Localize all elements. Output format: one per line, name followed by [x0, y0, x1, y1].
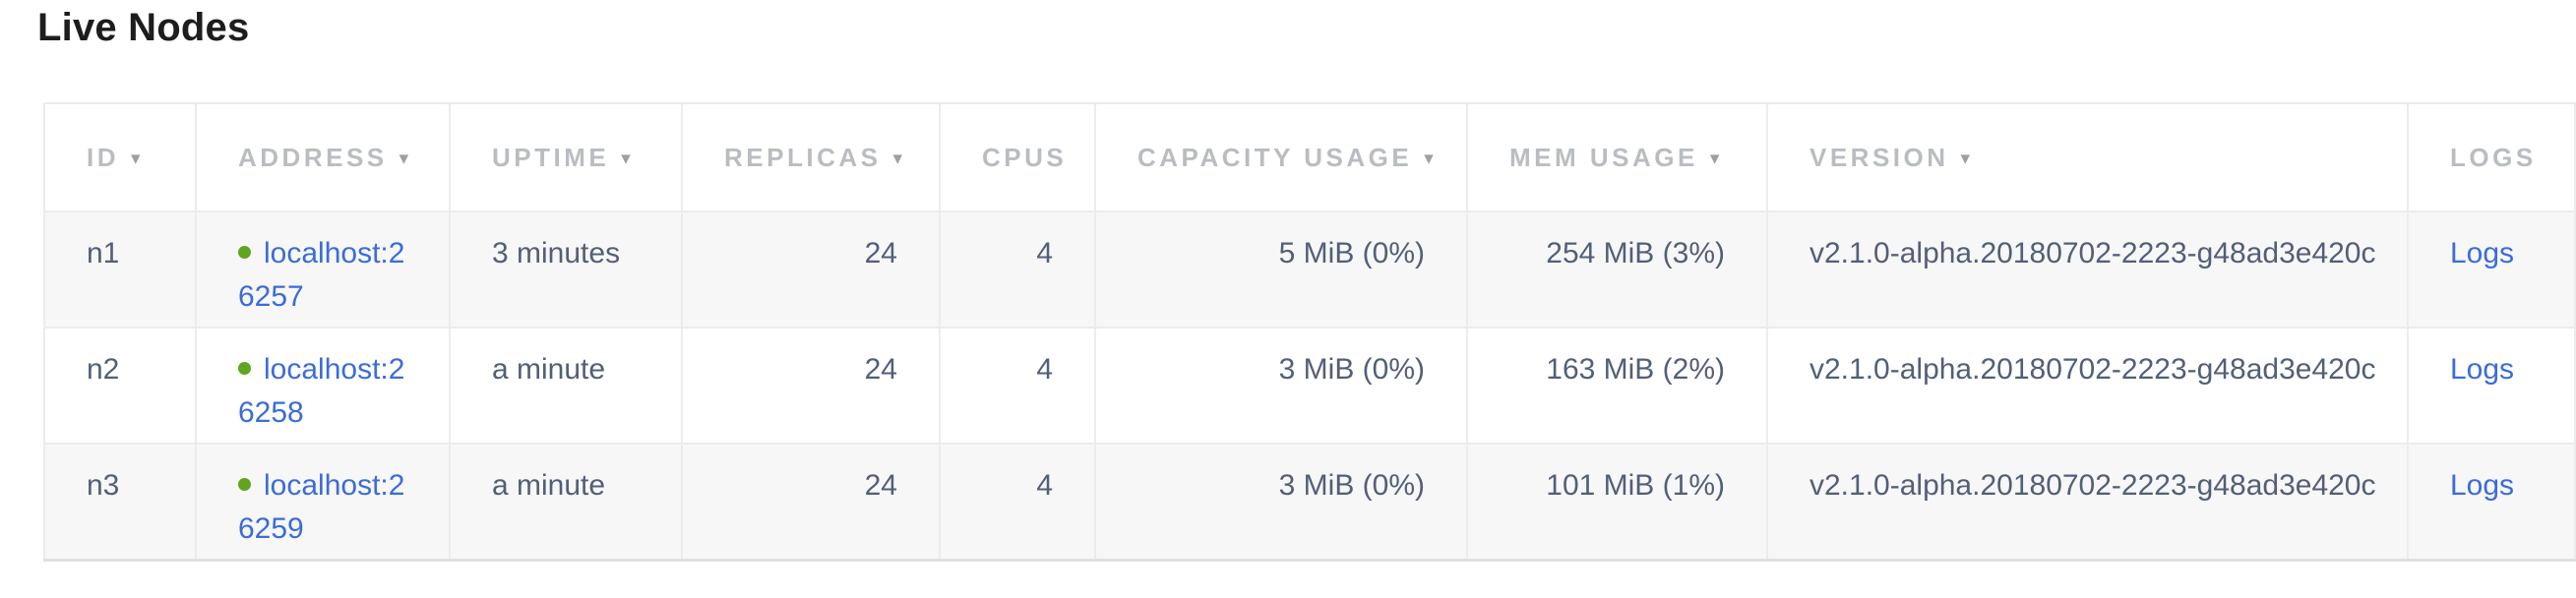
table-row: n1 localhost:26257 3 minutes 24 4 5 MiB (0%) 2… — [43, 210, 2576, 329]
cell-logs: Logs — [2407, 327, 2576, 445]
cell-version: v2.1.0-alpha.20180702-2223-g48ad3e420c — [1766, 327, 2409, 445]
sort-arrow-icon: ▾ — [892, 148, 903, 169]
column-header-label: VERSION — [1809, 142, 1949, 172]
cell-mem-usage: 163 MiB (2%) — [1466, 327, 1768, 445]
column-header-label: LOGS — [2450, 142, 2537, 172]
cell-logs: Logs — [2407, 443, 2576, 562]
table-row: n3 localhost:26259 a minute 24 4 3 MiB (0%) 10… — [43, 443, 2576, 562]
cell-cpus: 4 — [939, 210, 1096, 329]
cell-cpus: 4 — [939, 327, 1096, 445]
column-header-capacity-usage[interactable]: CAPACITY USAGE ▾ — [1094, 102, 1468, 212]
column-header-id[interactable]: ID ▾ — [43, 102, 197, 212]
cell-uptime: a minute — [449, 443, 683, 562]
column-header-mem-usage[interactable]: MEM USAGE ▾ — [1466, 102, 1768, 212]
page-title: Live Nodes — [37, 6, 250, 49]
column-header-label: ADDRESS — [238, 142, 388, 172]
cell-capacity-usage: 3 MiB (0%) — [1094, 327, 1468, 445]
node-live-status-icon — [238, 246, 251, 259]
logs-link[interactable]: Logs — [2450, 237, 2515, 269]
sort-arrow-icon: ▾ — [1709, 148, 1720, 169]
column-header-logs: LOGS — [2407, 102, 2576, 212]
sort-arrow-icon: ▾ — [399, 148, 409, 169]
cell-uptime: 3 minutes — [449, 210, 683, 329]
cell-version: v2.1.0-alpha.20180702-2223-g48ad3e420c — [1766, 210, 2409, 329]
column-header-address[interactable]: ADDRESS ▾ — [195, 102, 451, 212]
column-header-version[interactable]: VERSION ▾ — [1766, 102, 2409, 212]
cell-capacity-usage: 3 MiB (0%) — [1094, 443, 1468, 562]
cell-mem-usage: 101 MiB (1%) — [1466, 443, 1768, 562]
cell-address: localhost:26257 — [195, 210, 451, 329]
column-header-label: UPTIME — [492, 142, 610, 172]
sort-arrow-icon: ▾ — [621, 148, 631, 169]
table-header-row: ID ▾ ADDRESS ▾ UPTIME ▾ REPLICAS ▾ CPUS CAPACITY … — [43, 102, 2576, 212]
address-link[interactable]: localhost:26258 — [238, 353, 405, 429]
column-header-label: MEM USAGE — [1509, 142, 1698, 172]
cell-replicas: 24 — [681, 327, 941, 445]
cell-version: v2.1.0-alpha.20180702-2223-g48ad3e420c — [1766, 443, 2409, 562]
cell-id: n2 — [43, 327, 197, 445]
cell-replicas: 24 — [681, 210, 941, 329]
sort-arrow-icon: ▾ — [1424, 148, 1434, 169]
table-row: n2 localhost:26258 a minute 24 4 3 MiB (0%) 16… — [43, 327, 2576, 445]
cell-logs: Logs — [2407, 210, 2576, 329]
cell-id: n3 — [43, 443, 197, 562]
sort-arrow-icon: ▾ — [131, 148, 141, 169]
address-link[interactable]: localhost:26257 — [238, 237, 405, 313]
column-header-label: CPUS — [982, 142, 1068, 172]
column-header-cpus: CPUS — [939, 102, 1096, 212]
sort-arrow-icon: ▾ — [1960, 148, 1971, 169]
logs-link[interactable]: Logs — [2450, 353, 2515, 386]
address-link[interactable]: localhost:26259 — [238, 469, 405, 545]
column-header-label: CAPACITY USAGE — [1137, 142, 1413, 172]
cell-address: localhost:26258 — [195, 327, 451, 445]
cell-mem-usage: 254 MiB (3%) — [1466, 210, 1768, 329]
node-live-status-icon — [238, 362, 251, 375]
column-header-replicas[interactable]: REPLICAS ▾ — [681, 102, 941, 212]
column-header-label: ID — [87, 142, 119, 172]
cell-capacity-usage: 5 MiB (0%) — [1094, 210, 1468, 329]
cell-id: n1 — [43, 210, 197, 329]
column-header-uptime[interactable]: UPTIME ▾ — [449, 102, 683, 212]
live-nodes-table: ID ▾ ADDRESS ▾ UPTIME ▾ REPLICAS ▾ CPUS CAPACITY … — [43, 102, 2576, 562]
column-header-label: REPLICAS — [724, 142, 882, 172]
cell-cpus: 4 — [939, 443, 1096, 562]
node-live-status-icon — [238, 478, 251, 491]
logs-link[interactable]: Logs — [2450, 469, 2515, 502]
cell-address: localhost:26259 — [195, 443, 451, 562]
cell-replicas: 24 — [681, 443, 941, 562]
cell-uptime: a minute — [449, 327, 683, 445]
